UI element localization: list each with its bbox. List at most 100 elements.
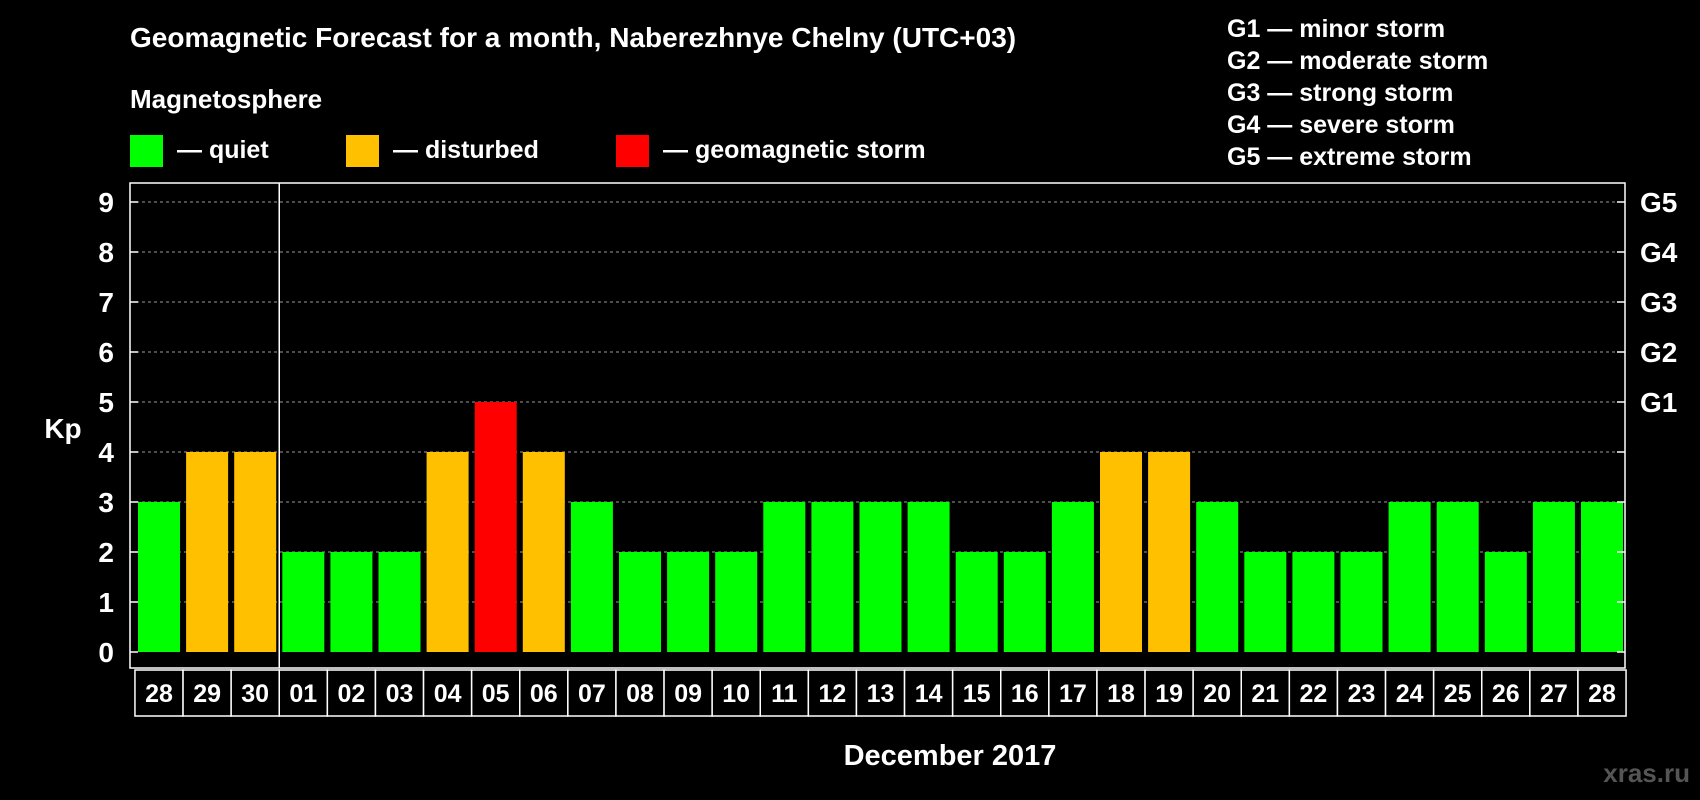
x-label-box <box>1048 669 1098 717</box>
x-tick-label: 06 <box>530 680 558 708</box>
legend-label-disturbed: — disturbed <box>393 136 539 164</box>
x-tick-label: 13 <box>867 680 895 708</box>
x-label-box <box>422 669 473 717</box>
y-tick-label: 4 <box>98 437 114 468</box>
x-label-box <box>1000 669 1050 717</box>
bar <box>1292 552 1335 652</box>
x-label-box <box>1144 669 1194 717</box>
legend-swatch-quiet <box>130 135 163 167</box>
x-tick-label: 10 <box>722 680 750 708</box>
x-label-box <box>759 669 810 717</box>
x-tick-label: 27 <box>1540 680 1568 708</box>
x-label-box <box>230 669 280 717</box>
bar <box>426 452 469 652</box>
x-tick-label: 19 <box>1155 680 1183 708</box>
x-tick-label: 11 <box>771 680 798 708</box>
x-tick-label: 07 <box>578 680 606 708</box>
x-label-box <box>1336 669 1387 717</box>
x-tick-label: 16 <box>1011 680 1039 708</box>
right-tick-label: G4 <box>1640 237 1678 268</box>
x-axis-label: December 2017 <box>844 740 1057 772</box>
x-label-box <box>807 669 858 717</box>
x-tick-label: 02 <box>337 680 365 708</box>
y-tick-label: 7 <box>98 287 114 318</box>
right-tick-label: G5 <box>1640 187 1677 218</box>
right-tick-label: G2 <box>1640 337 1677 368</box>
bar <box>955 552 998 652</box>
x-tick-label: 22 <box>1299 680 1327 708</box>
g-legend-g4: G4 — severe storm <box>1227 111 1455 139</box>
bar <box>1581 502 1623 652</box>
y-axis-label: Kp <box>44 413 81 444</box>
x-label-box <box>1096 669 1146 717</box>
bar <box>522 452 565 652</box>
legend-swatch-storm <box>616 135 649 167</box>
x-tick-label: 12 <box>818 680 846 708</box>
legend-label-storm: — geomagnetic storm <box>663 136 926 164</box>
bar <box>282 552 325 652</box>
x-tick-label: 05 <box>482 680 510 708</box>
x-tick-label: 29 <box>193 680 221 708</box>
bar <box>811 502 854 652</box>
x-tick-label: 30 <box>241 680 269 708</box>
y-tick-label: 8 <box>98 237 114 268</box>
x-label-box <box>663 669 713 717</box>
y-tick-label: 0 <box>98 637 114 668</box>
x-tick-label: 17 <box>1059 680 1087 708</box>
bar <box>715 552 758 652</box>
g-legend-g5: G5 — extreme storm <box>1227 143 1472 171</box>
bar <box>570 502 613 652</box>
right-tick-label: G3 <box>1640 287 1677 318</box>
bar <box>474 402 517 652</box>
bar <box>907 502 950 652</box>
x-label-box <box>903 669 954 717</box>
bar <box>378 552 421 652</box>
g-legend-g2: G2 — moderate storm <box>1227 47 1488 75</box>
bar <box>763 502 806 652</box>
bar <box>186 452 229 652</box>
x-label-box <box>1432 669 1483 717</box>
legend-title: Magnetosphere <box>130 84 322 114</box>
y-tick-label: 1 <box>98 587 114 618</box>
bar <box>1340 552 1383 652</box>
bar <box>1003 552 1046 652</box>
bar <box>1436 502 1479 652</box>
x-tick-label: 14 <box>915 680 943 708</box>
bar <box>667 552 710 652</box>
x-tick-label: 26 <box>1492 680 1520 708</box>
g-legend-g1: G1 — minor storm <box>1227 15 1445 43</box>
bar <box>1532 502 1575 652</box>
bar <box>1100 452 1142 652</box>
bar <box>619 552 661 652</box>
bar <box>330 552 373 652</box>
x-label-box <box>1577 669 1627 717</box>
chart-title: Geomagnetic Forecast for a month, Nabere… <box>130 22 1016 53</box>
x-tick-label: 01 <box>289 680 317 708</box>
x-label-box <box>1288 669 1339 717</box>
g-legend-g3: G3 — strong storm <box>1227 79 1453 107</box>
bar <box>1051 502 1094 652</box>
x-label-box <box>1529 669 1579 717</box>
x-label-box <box>326 669 377 717</box>
bar <box>1244 552 1287 652</box>
bar <box>138 502 180 652</box>
bar <box>234 452 277 652</box>
y-tick-label: 9 <box>98 187 114 218</box>
bar <box>1484 552 1527 652</box>
x-tick-label: 25 <box>1444 680 1472 708</box>
bar <box>1388 502 1431 652</box>
y-tick-label: 3 <box>98 487 114 518</box>
y-tick-label: 2 <box>98 537 114 568</box>
x-label-box <box>615 669 665 717</box>
legend-label-quiet: — quiet <box>177 136 269 164</box>
x-label-box <box>134 669 184 717</box>
plot-border <box>129 182 1626 669</box>
y-tick-label: 5 <box>98 387 114 418</box>
x-tick-label: 24 <box>1396 680 1424 708</box>
x-tick-label: 23 <box>1348 680 1376 708</box>
bar <box>859 502 902 652</box>
x-label-box <box>519 669 569 717</box>
x-tick-label: 08 <box>626 680 654 708</box>
